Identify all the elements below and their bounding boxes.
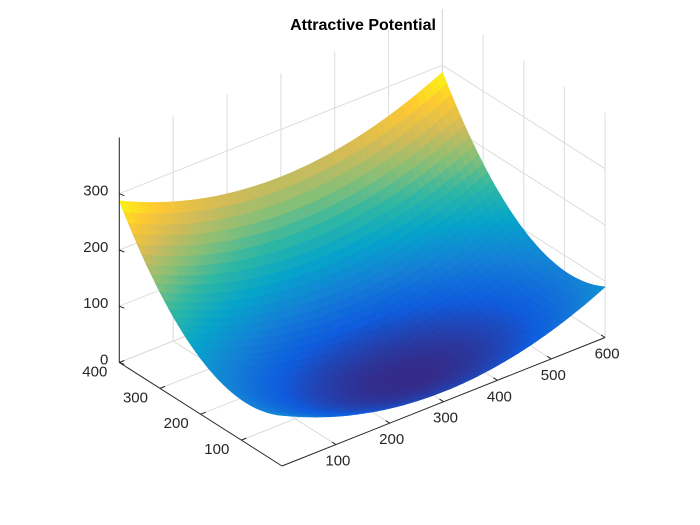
z-tick-mark-100 (119, 306, 124, 308)
y-tick-label-100: 100 (204, 441, 229, 458)
x-tick-label-400: 400 (487, 388, 512, 405)
x-tick-mark-600 (601, 335, 605, 338)
chart-title: Attractive Potential (290, 17, 436, 34)
x-tick-label-100: 100 (325, 453, 350, 470)
x-tick-label-600: 600 (595, 345, 620, 362)
x-tick-label-300: 300 (433, 410, 458, 427)
z-tick-mark-300 (119, 194, 124, 196)
x-tick-mark-100 (332, 442, 336, 445)
x-tick-label-200: 200 (379, 431, 404, 448)
y-tick-mark-100 (241, 438, 246, 440)
y-tick-mark-300 (160, 386, 165, 388)
x-tick-mark-400 (493, 378, 497, 381)
x-tick-mark-300 (440, 399, 444, 402)
y-tick-label-200: 200 (164, 415, 189, 432)
x-tick-label-500: 500 (541, 367, 566, 384)
z-tick-label-100: 100 (83, 295, 108, 312)
x-tick-mark-500 (547, 356, 551, 359)
z-tick-label-300: 300 (83, 183, 108, 200)
y-tick-label-300: 300 (123, 389, 148, 406)
z-tick-label-200: 200 (83, 239, 108, 256)
z-tick-mark-200 (119, 250, 124, 252)
y-tick-mark-200 (201, 412, 206, 414)
z-tick-label-0: 0 (100, 351, 108, 368)
surface-layer (119, 72, 605, 417)
x-tick-mark-200 (386, 421, 390, 424)
y-tick-mark-400 (119, 361, 124, 363)
